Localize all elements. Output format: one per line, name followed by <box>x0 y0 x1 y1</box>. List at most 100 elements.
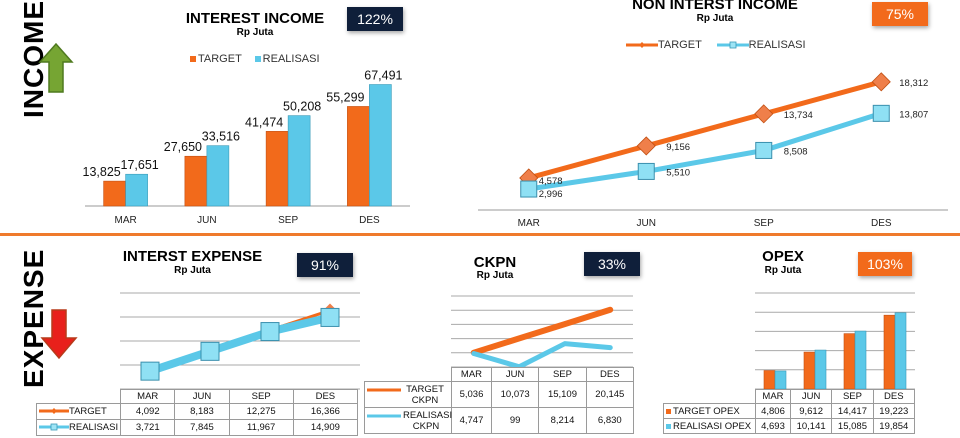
legend-target-label: TARGET <box>198 53 242 65</box>
table-cell: 5,036 <box>451 381 492 408</box>
row-label-realisasi-opex: REALISASI OPEX <box>663 418 756 434</box>
table-row: TARGET 4,092 8,183 12,275 16,366 <box>35 403 359 420</box>
target-line-icon <box>39 408 69 415</box>
table-header-cell: DES <box>585 367 635 382</box>
interest-income-badge: 122% <box>347 7 403 31</box>
table-cell: 19,854 <box>872 418 916 434</box>
data-label-target: 13,734 <box>784 110 813 121</box>
table-header-cell: SEP <box>538 367 587 382</box>
bar-target-opex <box>803 351 816 390</box>
marker-target <box>871 72 891 92</box>
data-label-target: 27,650 <box>164 140 202 154</box>
bar-realisasi-opex <box>854 330 867 390</box>
legend-target-label: TARGET <box>658 39 702 51</box>
ckpn-badge: 33% <box>584 252 640 276</box>
data-label-target: 13,825 <box>83 165 121 179</box>
table-header-cell: JUN <box>789 389 833 404</box>
table-cell: 20,145 <box>585 381 635 408</box>
marker-realisasi <box>755 141 773 159</box>
bar-target-opex <box>883 314 896 390</box>
table-cell: 14,417 <box>831 403 874 419</box>
x-tick-label: JUN <box>197 215 216 226</box>
interest-income-title: INTEREST INCOME <box>185 10 325 27</box>
table-header-cell: JUN <box>174 389 230 404</box>
opex-chart <box>755 292 915 390</box>
table-cell: 3,721 <box>120 419 176 436</box>
table-cell: 4,806 <box>755 403 791 419</box>
table-header-cell: SEP <box>831 389 874 404</box>
marker-realisasi <box>637 162 655 180</box>
bar-realisasi <box>206 145 230 207</box>
bar-realisasi-opex <box>814 349 827 390</box>
table-header-cell: MAR <box>755 389 791 404</box>
line-target <box>528 79 882 181</box>
bar-target <box>265 131 289 207</box>
table-cell: 4,693 <box>755 418 791 434</box>
bar-realisasi-opex <box>894 312 907 390</box>
table-corner <box>663 389 756 404</box>
table-row: TARGET OPEX 4,806 9,612 14,417 19,223 <box>663 403 916 419</box>
interest-expense-title: INTERST EXPENSE <box>122 248 263 265</box>
table-cell: 8,214 <box>538 407 587 434</box>
line-target-ckpn <box>470 306 614 356</box>
marker-target <box>754 104 774 124</box>
arrow-down-icon <box>40 309 78 360</box>
table-cell: 15,109 <box>538 381 587 408</box>
table-corner <box>364 367 452 382</box>
table-header-cell: SEP <box>228 389 294 404</box>
interest-income-legend: TARGET REALISASI <box>190 53 320 65</box>
row-label-target-ckpn: TARGET CKPN <box>364 381 452 408</box>
bar-realisasi <box>287 115 311 207</box>
data-label-target: 55,299 <box>326 90 364 104</box>
interest-expense-chart <box>120 292 360 390</box>
bar-target-opex <box>843 333 856 390</box>
marker-realisasi <box>320 307 340 327</box>
legend-realisasi-line-icon <box>716 41 749 49</box>
arrow-up-icon <box>38 42 74 93</box>
x-tick-label: SEP <box>754 218 774 229</box>
marker-realisasi <box>200 341 220 361</box>
table-cell: 10,141 <box>789 418 833 434</box>
table-cell: 10,073 <box>490 381 540 408</box>
table-cell: 4,092 <box>120 403 176 420</box>
non-interest-income-chart: MAR JUN SEP DES 4,578 9,156 13,734 18,312 2,996 5… <box>478 72 948 229</box>
table-header-cell: DES <box>292 389 359 404</box>
legend-target-swatch <box>190 56 196 62</box>
x-tick-label: MAR <box>518 218 540 229</box>
opex-badge: 103% <box>858 252 912 276</box>
realisasi-swatch-icon <box>666 423 671 429</box>
x-tick-label: JUN <box>637 218 656 229</box>
line-realisasi <box>146 313 334 376</box>
interest-expense-badge: 91% <box>297 253 353 277</box>
ckpn-chart <box>451 295 633 368</box>
data-label-target: 41,474 <box>245 115 283 129</box>
table-cell: 12,275 <box>228 403 294 420</box>
bar-realisasi <box>125 173 148 207</box>
table-cell: 7,845 <box>174 419 230 436</box>
table-cell: 19,223 <box>872 403 916 419</box>
table-header-cell: MAR <box>120 389 176 404</box>
realisasi-line-icon <box>39 424 69 431</box>
data-label-target: 18,312 <box>899 78 928 89</box>
interest-expense-subtitle: Rp Juta <box>174 265 211 276</box>
target-swatch-icon <box>666 408 671 414</box>
data-label-realisasi: 17,651 <box>121 158 159 172</box>
marker-target <box>636 136 656 156</box>
ckpn-data-table: MAR JUN SEP DES TARGET CKPN 5,036 10,073… <box>364 367 635 434</box>
opex-data-table: MAR JUN SEP DES TARGET OPEX 4,806 9,612 … <box>663 389 916 434</box>
table-cell: 6,830 <box>585 407 635 434</box>
bar-target-opex <box>763 370 776 390</box>
x-tick-label: DES <box>871 218 892 229</box>
bar-realisasi <box>369 84 392 207</box>
data-label-realisasi: 8,508 <box>784 146 808 157</box>
opex-title: OPEX <box>762 248 804 265</box>
non-interest-income-legend: TARGET REALISASI <box>626 39 806 51</box>
marker-realisasi <box>260 322 280 342</box>
table-cell: 4,747 <box>451 407 492 434</box>
row-label-target-opex: TARGET OPEX <box>663 403 756 419</box>
data-label-realisasi: 33,516 <box>202 130 240 144</box>
non-interest-income-title: NON INTERST INCOME <box>632 0 798 13</box>
table-row: REALISASI OPEX 4,693 10,141 15,085 19,85… <box>663 418 916 434</box>
table-header-cell: MAR <box>451 367 492 382</box>
